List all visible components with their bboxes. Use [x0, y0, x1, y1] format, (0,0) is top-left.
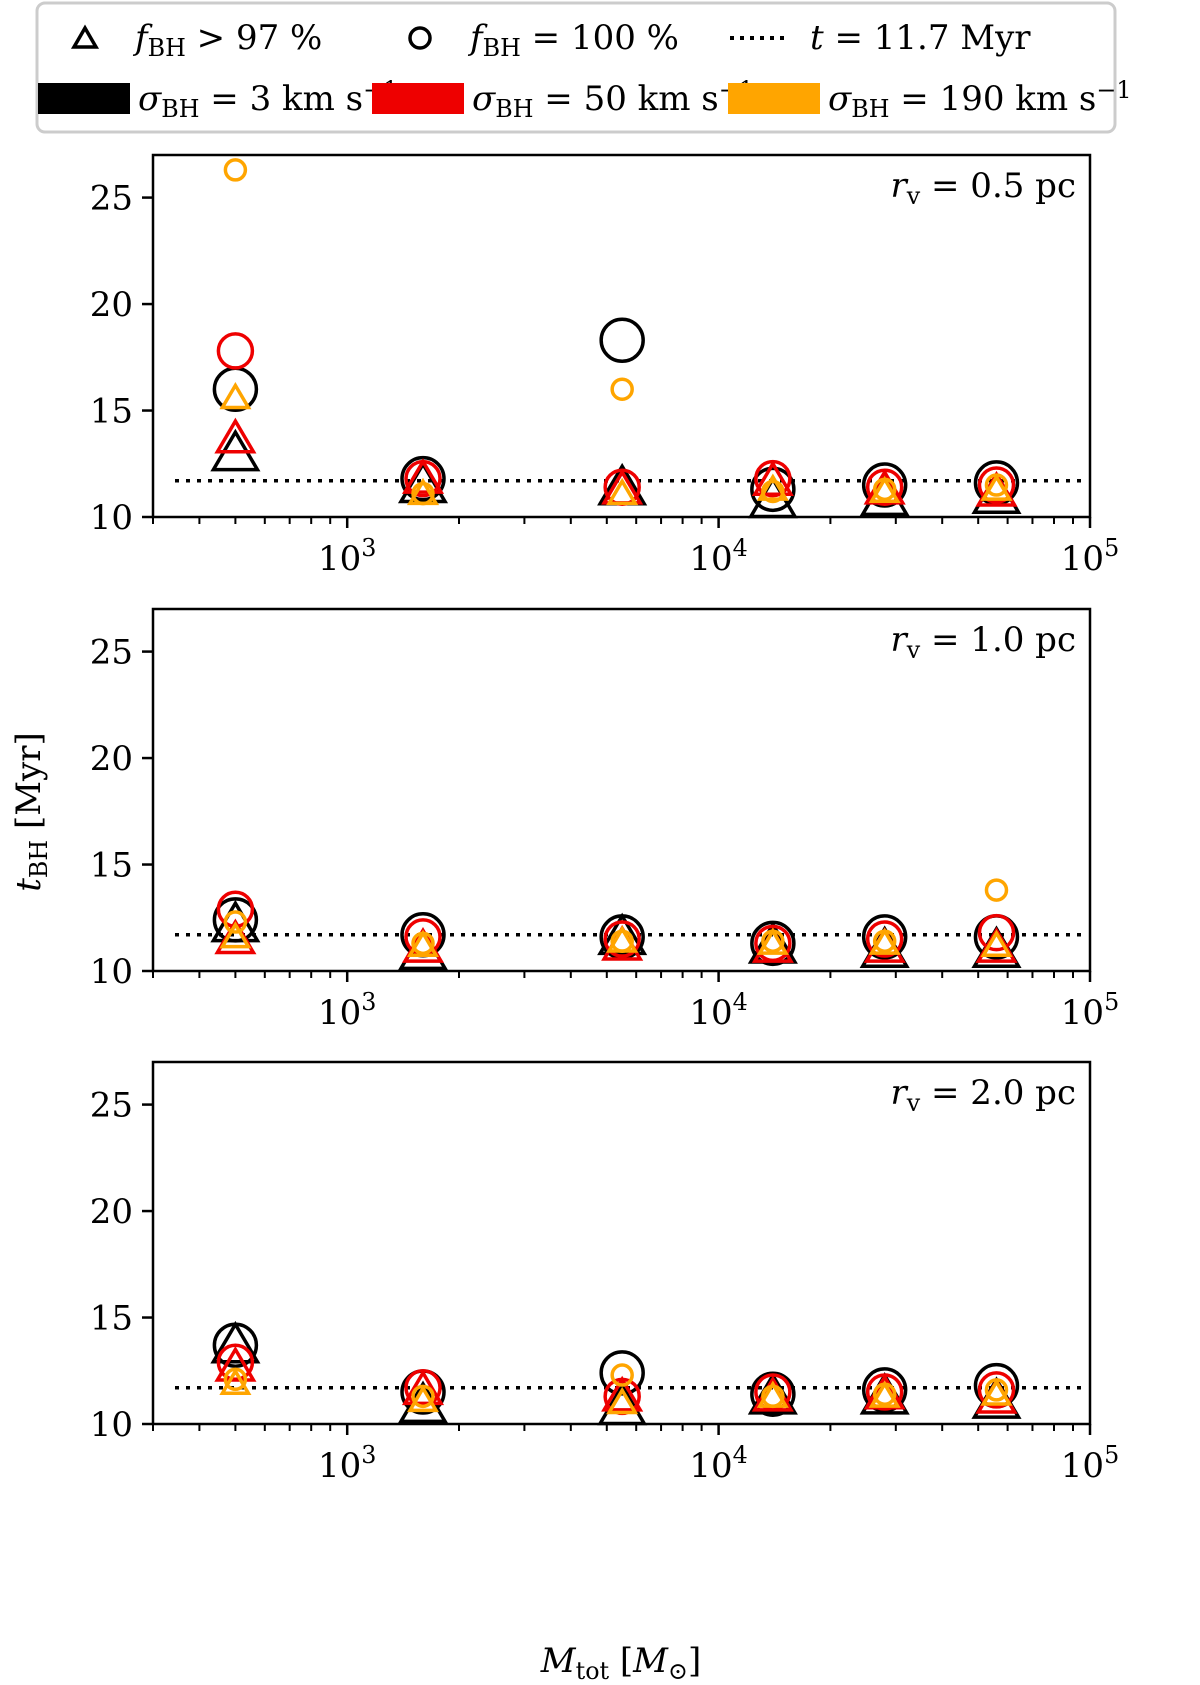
x-tick-label: 105 — [1061, 988, 1119, 1033]
marker-triangle-s50 — [401, 1369, 445, 1406]
marker-triangle-s190 — [606, 925, 639, 953]
marker-triangle-s190 — [219, 1367, 252, 1396]
x-tick-label: 103 — [318, 534, 376, 579]
x-tick-label: 105 — [1061, 1441, 1119, 1486]
legend-frame — [35, 1, 1117, 134]
y-tick-label: 15 — [90, 392, 133, 432]
legend-label: σBH = 190 km s−1 — [828, 76, 1131, 123]
x-axis-label: Mtot [M⊙] — [540, 1641, 701, 1685]
marker-circle-s3 — [599, 1350, 645, 1396]
y-tick-label: 20 — [90, 1192, 133, 1232]
marker-circle-s190 — [223, 158, 248, 182]
marker-circle-s190 — [984, 878, 1009, 902]
panel-annotation: rv = 0.5 pc — [890, 166, 1076, 210]
legend-entry-reference-time: t = 11.7 Myr — [730, 18, 1031, 58]
panel-annotation: rv = 2.0 pc — [890, 1073, 1076, 1117]
legend-label: t = 11.7 Myr — [810, 18, 1031, 58]
panel-1: 10 15 20 25 103 104 105 rv = 0.5 pc — [90, 153, 1119, 579]
legend-entry-fbh-97: fBH > 97 % — [70, 18, 322, 62]
marker-circle-s50 — [977, 1371, 1016, 1409]
y-tick-label: 10 — [90, 1405, 133, 1445]
legend-color-swatch — [372, 83, 464, 114]
axes-frame — [151, 1060, 1092, 1426]
marker-triangle-s190 — [756, 1380, 789, 1408]
marker-triangle-s190 — [756, 473, 789, 501]
y-tick-label: 25 — [90, 633, 133, 673]
marker-triangle-s190 — [606, 1386, 639, 1415]
marker-circle-s3 — [750, 466, 796, 513]
marker-circle-s50 — [977, 466, 1016, 504]
y-tick-label: 20 — [90, 739, 133, 779]
marker-triangle-s190 — [406, 1384, 440, 1413]
y-tick-label: 10 — [90, 498, 133, 538]
marker-triangle-s3 — [210, 1320, 261, 1364]
marker-circle-s3 — [861, 462, 908, 508]
x-tick-label: 104 — [689, 534, 747, 579]
legend-triangle-icon — [70, 24, 100, 49]
panel-3: 10 15 20 25 103 104 105 rv = 2.0 pc — [90, 1060, 1119, 1486]
marker-triangle-s190 — [980, 473, 1013, 501]
x-tick-label: 103 — [318, 1441, 376, 1486]
marker-triangle-s190 — [756, 927, 789, 955]
axes-frame — [151, 607, 1092, 973]
marker-triangle-s190 — [219, 921, 252, 949]
marker-triangle-s190 — [606, 477, 639, 506]
marker-triangle-s50 — [401, 458, 445, 494]
marker-circle-s190 — [223, 910, 248, 934]
x-tick-label: 104 — [689, 1441, 747, 1486]
marker-triangle-s190 — [868, 927, 901, 955]
legend-label: fBH > 97 % — [132, 18, 322, 62]
marker-triangle-s190 — [406, 477, 440, 506]
y-tick-label: 25 — [90, 179, 133, 219]
marker-triangle-s190 — [980, 1378, 1013, 1406]
marker-triangle-s50 — [214, 417, 257, 454]
marker-circle-s50 — [865, 920, 904, 958]
marker-circle-s190 — [610, 377, 634, 401]
marker-circle-s3 — [599, 317, 645, 364]
marker-circle-s50 — [603, 920, 641, 958]
marker-triangle-s3 — [597, 912, 648, 956]
y-tick-label: 15 — [90, 846, 133, 886]
marker-triangle-s50 — [751, 460, 794, 497]
x-tick-label: 105 — [1061, 534, 1119, 579]
legend-entry-sigma-190: σBH = 190 km s−1 — [728, 76, 1131, 123]
marker-circle-s3 — [212, 366, 259, 412]
marker-circle-s3 — [861, 914, 908, 960]
marker-triangle-s190 — [868, 475, 901, 503]
y-tick-label: 25 — [90, 1086, 133, 1126]
marker-circle-s190 — [610, 1363, 634, 1387]
x-tick-label: 104 — [689, 988, 747, 1033]
marker-circle-s3 — [400, 455, 446, 502]
marker-circle-s50 — [977, 913, 1016, 952]
y-tick-label: 10 — [90, 952, 133, 992]
marker-triangle-s50 — [214, 1345, 257, 1382]
y-tick-label: 15 — [90, 1299, 133, 1339]
legend-color-swatch — [728, 83, 820, 114]
x-tick-label: 103 — [318, 988, 376, 1033]
marker-triangle-s190 — [980, 929, 1013, 957]
legend-circle-icon — [408, 26, 432, 50]
y-tick-label: 20 — [90, 285, 133, 325]
marker-triangle-s190 — [406, 929, 440, 957]
legend-color-swatch — [38, 83, 130, 114]
marker-triangle-s50 — [601, 1375, 644, 1412]
marker-triangle-s190 — [219, 381, 252, 410]
marker-triangle-s190 — [868, 1380, 901, 1408]
y-axis-label: tBH [Myr] — [9, 732, 53, 892]
panel-annotation: rv = 1.0 pc — [890, 620, 1076, 664]
axes-frame — [151, 153, 1092, 519]
panel-2: 10 15 20 25 103 104 105 rv = 1.0 pc — [90, 607, 1119, 1033]
marker-circle-s50 — [216, 332, 255, 370]
marker-circle-s3 — [861, 1367, 908, 1413]
